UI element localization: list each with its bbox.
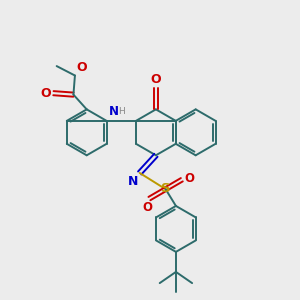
Text: O: O: [40, 87, 51, 100]
Text: N: N: [128, 175, 138, 188]
Text: O: O: [77, 61, 87, 74]
Text: S: S: [161, 182, 170, 195]
Text: N: N: [109, 106, 119, 118]
Text: H: H: [118, 107, 125, 116]
Text: O: O: [184, 172, 194, 185]
Text: O: O: [151, 73, 161, 86]
Text: O: O: [142, 201, 152, 214]
